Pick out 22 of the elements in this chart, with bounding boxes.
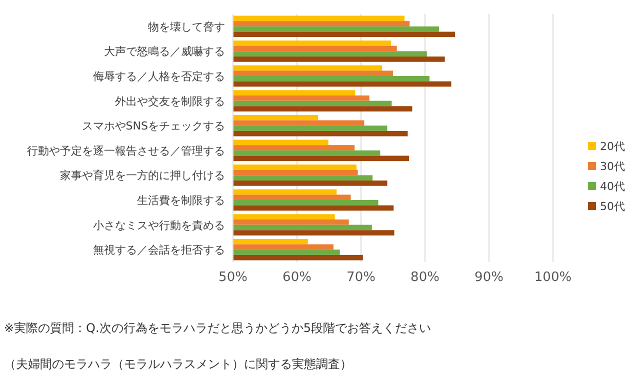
x-tick-label: 90%	[474, 270, 504, 285]
y-tick-label: 外出や交友を制限する	[115, 94, 225, 108]
y-tick-label: 物を壊して脅す	[148, 20, 225, 34]
legend-label: 20代	[600, 140, 625, 153]
x-tick-label: 50%	[218, 270, 248, 285]
y-tick-label: 大声で怒鳴る／威嚇する	[104, 45, 225, 58]
y-tick-label: 家事や育児を一方的に押し付ける	[60, 169, 225, 182]
y-tick-label: 行動や予定を逐一報告させる／管理する	[27, 144, 225, 158]
text: （夫婦間のモラハラ（モラルハラスメント）に関する実態調査）	[4, 357, 352, 371]
text: ※実際の質問：Q.次の行為をモラハラだと思うかどうか5段階でお答えください	[4, 321, 431, 335]
legend-label: 30代	[600, 160, 625, 173]
y-tick-label: 小さなミスや行動を責める	[93, 218, 225, 232]
x-tick-label: 70%	[346, 270, 376, 285]
y-tick-label: 生活費を制限する	[137, 194, 225, 207]
y-tick-label: スマホやSNSをチェックする	[82, 120, 225, 133]
legend-label: 40代	[600, 180, 625, 193]
x-tick-label: 100%	[534, 270, 572, 285]
x-tick-label: 60%	[282, 270, 312, 285]
x-tick-label: 80%	[410, 270, 440, 285]
y-tick-label: 侮辱する／人格を否定する	[93, 70, 225, 83]
y-tick-label: 無視する／会話を拒否する	[93, 244, 225, 257]
legend-label: 50代	[600, 200, 625, 213]
